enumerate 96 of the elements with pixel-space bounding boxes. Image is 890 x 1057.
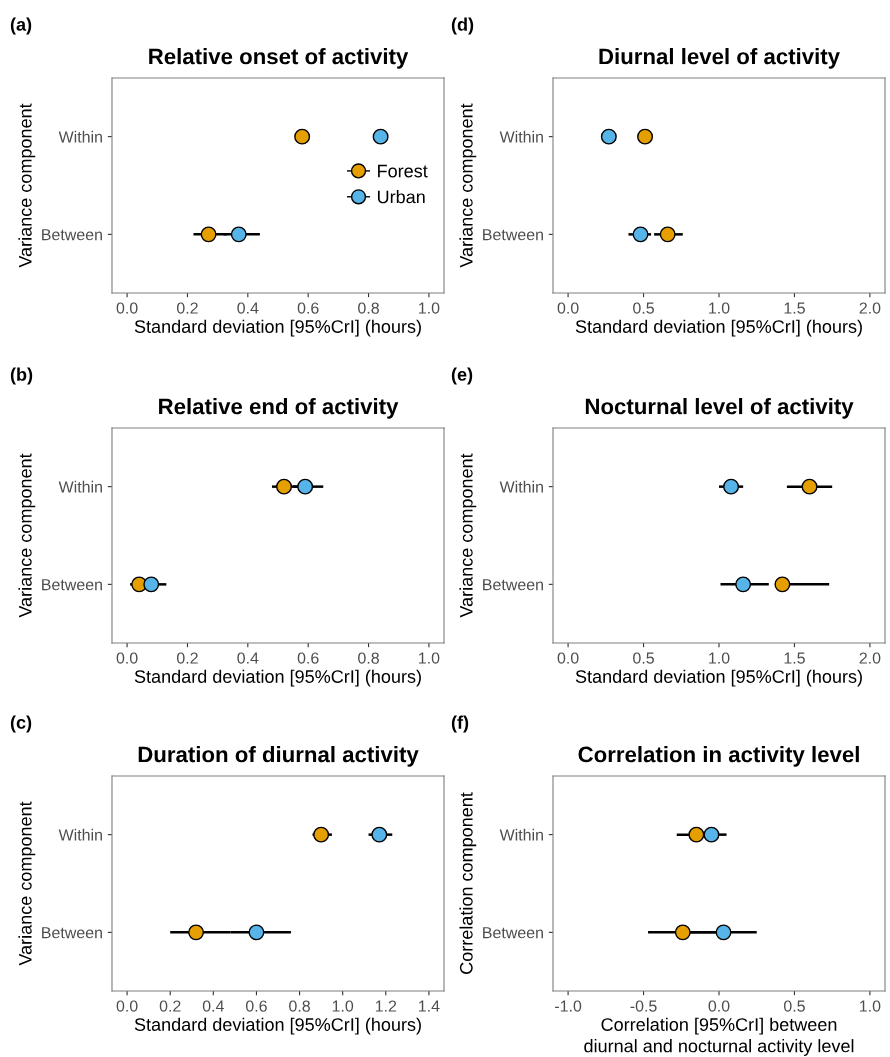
x-tick-label: 0.0 (708, 1000, 730, 1012)
point (276, 478, 293, 495)
y-tick-label: Between (483, 229, 543, 241)
x-tick-label: 1.4 (419, 1000, 440, 1012)
y-tick-label: Within (499, 828, 543, 841)
point (801, 478, 818, 495)
x-tick-label: 1.0 (332, 1000, 354, 1012)
y-tick-label: Within (499, 480, 543, 493)
x-tick-label: 0.0 (557, 302, 579, 314)
point (659, 226, 676, 243)
x-tick-label: 1.5 (784, 302, 805, 314)
x-tick-label: 0.0 (116, 652, 138, 664)
point (200, 226, 217, 243)
x-tick-label: 1.0 (860, 1000, 881, 1012)
x-tick-label: 1.0 (709, 302, 730, 314)
x-tick-label: 0.6 (245, 1000, 267, 1012)
x-axis-title: Correlation [95%CrI] between diurnal and nocturnal activity level (584, 1017, 854, 1056)
x-tick-label: 0.2 (176, 652, 198, 664)
x-axis-title: Standard deviation [95%CrI] (hours) (134, 669, 421, 687)
y-axis-title: Variance component (459, 103, 477, 268)
x-tick-label: 0.2 (159, 1000, 181, 1012)
x-tick-label: 0.6 (297, 302, 319, 314)
chart-title: Relative onset of activity (149, 48, 409, 69)
x-tick-label: 0.5 (633, 302, 654, 314)
point (143, 576, 160, 593)
point (688, 826, 705, 843)
point (715, 924, 732, 941)
y-tick-label: Between (42, 579, 102, 591)
x-tick-label: 1.0 (419, 302, 440, 314)
y-axis-title: Correlation component (459, 792, 477, 974)
y-tick-label: Within (58, 480, 102, 493)
x-tick-label: 1.0 (419, 652, 440, 664)
y-tick-label: Between (483, 927, 543, 939)
chart-title: Duration of diurnal activity (138, 746, 419, 767)
x-tick-label: 0.8 (358, 652, 379, 664)
x-tick-label: 2.0 (859, 302, 881, 314)
point (372, 128, 389, 145)
y-tick-label: Within (499, 130, 543, 143)
text: (d) (451, 17, 474, 35)
x-axis-title: Standard deviation [95%CrI] (hours) (134, 1017, 421, 1035)
chart-title: Correlation in activity level (578, 746, 859, 767)
text: (f) (451, 715, 469, 733)
y-tick-label: Between (42, 229, 102, 241)
x-tick-label: 2.0 (859, 652, 881, 664)
y-axis-title: Variance component (459, 453, 477, 618)
y-axis-title: Variance component (18, 801, 36, 966)
x-tick-label: 0.0 (116, 302, 138, 314)
x-tick-label: 0.8 (289, 1000, 310, 1012)
chart-title: Nocturnal level of activity (585, 398, 854, 419)
chart-title: Diurnal level of activity (599, 48, 840, 69)
text: (a) (10, 17, 32, 35)
x-tick-label: 1.0 (709, 652, 730, 664)
text: (e) (451, 367, 473, 385)
x-tick-label: 0.4 (202, 1000, 224, 1012)
x-tick-label: 0.0 (557, 652, 579, 664)
y-tick-label: Between (483, 579, 543, 591)
x-tick-label: 0.6 (297, 652, 319, 664)
x-tick-label: -0.5 (630, 1000, 657, 1012)
x-tick-label: -1.0 (555, 1000, 582, 1012)
y-tick-label: Between (42, 927, 102, 939)
x-axis-title: Standard deviation [95%CrI] (hours) (575, 669, 862, 687)
point (371, 826, 388, 843)
point (703, 826, 720, 843)
x-tick-label: 0.5 (783, 1000, 805, 1012)
point (230, 226, 247, 243)
point (297, 478, 314, 495)
text: (b) (10, 367, 33, 385)
x-axis-title: Standard deviation [95%CrI] (hours) (575, 319, 862, 337)
text: (c) (10, 715, 32, 733)
point (637, 128, 654, 145)
y-axis-title: Variance component (18, 103, 36, 268)
x-axis-title: Standard deviation [95%CrI] (hours) (134, 319, 421, 337)
point (632, 226, 649, 243)
x-tick-label: 0.0 (116, 1000, 138, 1012)
x-tick-label: 0.4 (237, 302, 259, 314)
point (674, 924, 691, 941)
y-axis-title: Variance component (18, 453, 36, 618)
point (248, 924, 265, 941)
point (294, 128, 311, 145)
point (774, 576, 791, 593)
point (313, 826, 330, 843)
legend-label: Urban (377, 190, 425, 204)
x-tick-label: 0.4 (237, 652, 259, 664)
point (600, 128, 617, 145)
x-tick-label: 1.2 (375, 1000, 397, 1012)
legend-label: Forest (378, 164, 428, 178)
point (723, 478, 740, 495)
point (735, 576, 752, 593)
point (188, 924, 205, 941)
y-tick-label: Within (58, 130, 102, 143)
x-tick-label: 0.5 (633, 652, 654, 664)
x-tick-label: 1.5 (784, 652, 805, 664)
x-tick-label: 0.8 (358, 302, 379, 314)
chart-title: Relative end of activity (159, 398, 399, 419)
y-tick-label: Within (58, 828, 102, 841)
x-tick-label: 0.2 (176, 302, 198, 314)
